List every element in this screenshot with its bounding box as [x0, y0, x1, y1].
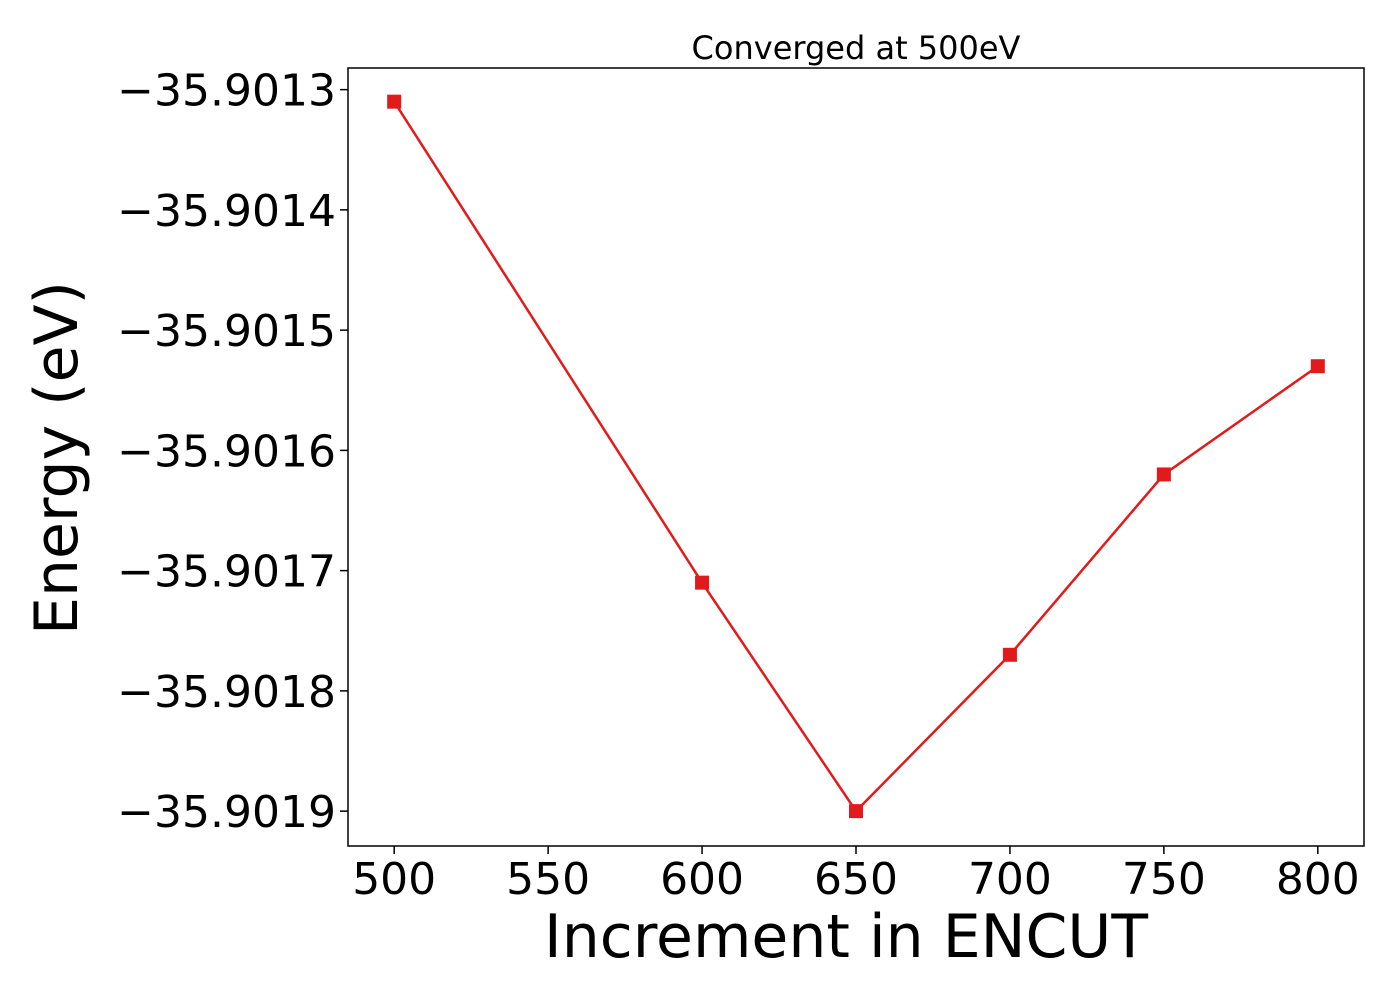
plot-area — [347, 67, 1365, 847]
y-tick-label: −35.9016 — [117, 426, 336, 477]
series-line — [393, 100, 1319, 814]
y-tick-label: −35.9018 — [117, 667, 336, 718]
x-axis: 500 550 600 650 700 750 800 — [352, 846, 1360, 905]
y-tick-label: −35.9015 — [117, 306, 336, 357]
y-tick-label: −35.9013 — [117, 66, 336, 117]
x-tick-label: 550 — [506, 854, 590, 905]
y-tick-label: −35.9019 — [117, 787, 336, 838]
x-axis-title: Increment in ENCUT — [544, 902, 1148, 972]
y-tick-label: −35.9017 — [117, 547, 336, 598]
plot-frame — [347, 67, 1365, 847]
y-axis: −35.9013 −35.9014 −35.9015 −35.9016 −35.9017… — [117, 66, 348, 838]
y-tick-label: −35.9014 — [117, 186, 336, 237]
data-point-marker — [849, 804, 863, 819]
data-point-marker — [1002, 647, 1017, 662]
data-point-marker — [695, 575, 710, 590]
x-tick-label: 600 — [660, 854, 744, 905]
x-tick-label: 750 — [1122, 854, 1206, 905]
data-point-marker — [1310, 359, 1325, 374]
x-tick-label: 500 — [352, 854, 436, 905]
data-point-marker — [387, 94, 402, 109]
y-axis-title: Energy (eV) — [22, 281, 92, 635]
data-point-marker — [1156, 467, 1171, 482]
x-tick-label: 800 — [1276, 854, 1360, 905]
x-tick-label: 650 — [814, 854, 898, 905]
x-tick-label: 700 — [968, 854, 1052, 905]
chart-title: Converged at 500eV — [692, 29, 1021, 67]
